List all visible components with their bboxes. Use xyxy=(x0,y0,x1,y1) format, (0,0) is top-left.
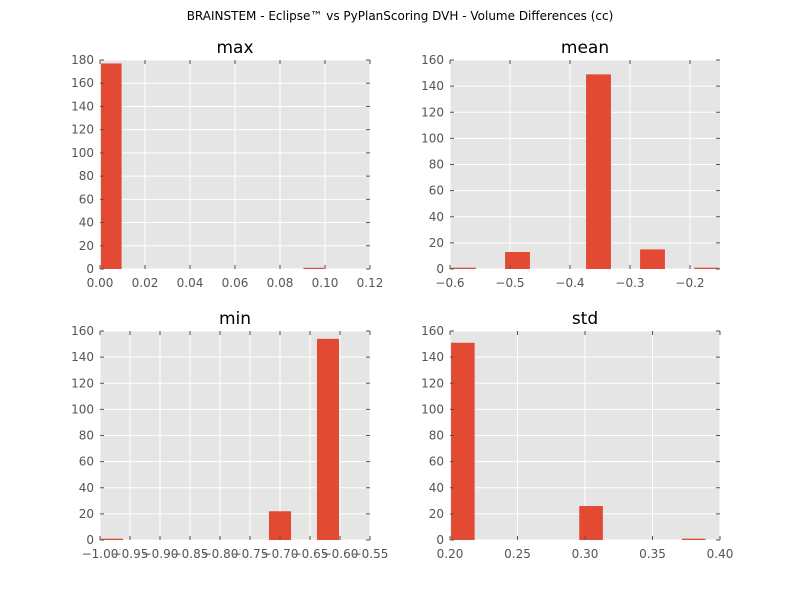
x-tick-label: −0.4 xyxy=(555,276,584,290)
histogram-bar xyxy=(579,506,603,540)
x-tick-label: −0.70 xyxy=(262,547,299,561)
histogram-bar xyxy=(694,267,719,269)
y-tick-label: 80 xyxy=(79,429,94,443)
histogram-bar xyxy=(681,538,706,540)
y-tick-label: 140 xyxy=(71,350,94,364)
x-tick-label: −0.60 xyxy=(322,547,359,561)
histogram-bar xyxy=(316,338,340,540)
y-tick-label: 180 xyxy=(71,53,94,67)
y-tick-label: 0 xyxy=(86,533,94,547)
panel-max: 0.00 0.02 0.04 0.06 0.08 0.10 0.12 0 20 40 60 80 100… xyxy=(71,38,383,290)
y-tick-label: 100 xyxy=(421,402,444,416)
y-tick-label: 100 xyxy=(421,131,444,145)
y-tick-label: 20 xyxy=(79,507,94,521)
y-tick-label: 80 xyxy=(79,169,94,183)
x-tick-label: 0.00 xyxy=(87,276,114,290)
histogram-bar xyxy=(640,249,665,269)
histogram-bar xyxy=(586,74,611,270)
panel-title: std xyxy=(572,309,598,329)
y-tick-label: 120 xyxy=(71,376,94,390)
x-tick-label: −0.55 xyxy=(352,547,389,561)
panel-min: −1.00−0.95−0.90−0.85−0.80−0.75−0.70−0.65… xyxy=(71,309,388,561)
x-tick-label: −0.75 xyxy=(232,547,269,561)
y-tick-label: 140 xyxy=(71,99,94,113)
x-tick-label: −0.95 xyxy=(112,547,149,561)
y-tick-label: 160 xyxy=(421,53,444,67)
x-tick-label: 0.40 xyxy=(707,547,734,561)
y-tick-label: 0 xyxy=(436,533,444,547)
x-tick-label: −0.2 xyxy=(675,276,704,290)
x-tick-label: −0.85 xyxy=(172,547,209,561)
figure-title: BRAINSTEM - Eclipse™ vs PyPlanScoring DV… xyxy=(186,9,614,23)
y-tick-label: 0 xyxy=(436,262,444,276)
y-tick-label: 20 xyxy=(79,239,94,253)
histogram-bar xyxy=(100,63,122,269)
x-tick-label: −0.65 xyxy=(292,547,329,561)
y-tick-label: 140 xyxy=(421,350,444,364)
x-tick-label: 0.35 xyxy=(639,547,666,561)
y-tick-label: 80 xyxy=(429,429,444,443)
x-tick-label: 0.04 xyxy=(177,276,204,290)
panel-title: min xyxy=(219,309,251,329)
x-tick-label: −0.6 xyxy=(435,276,464,290)
y-tick-label: 20 xyxy=(429,507,444,521)
panel-std: 0.20 0.25 0.30 0.35 0.40 0 20 40 60 80 100 120 140 16… xyxy=(421,309,733,561)
x-tick-label: 0.20 xyxy=(437,547,464,561)
y-tick-label: 160 xyxy=(71,76,94,90)
panel-title: mean xyxy=(561,38,609,58)
histogram-bar xyxy=(451,267,476,269)
x-tick-label: 0.12 xyxy=(357,276,384,290)
histogram-bar xyxy=(100,538,124,540)
y-tick-label: 20 xyxy=(429,236,444,250)
y-tick-label: 160 xyxy=(421,324,444,338)
y-tick-label: 60 xyxy=(79,192,94,206)
x-tick-label: 0.06 xyxy=(222,276,249,290)
y-tick-label: 100 xyxy=(71,402,94,416)
x-tick-label: −0.80 xyxy=(202,547,239,561)
x-tick-label: 0.10 xyxy=(312,276,339,290)
y-tick-label: 100 xyxy=(71,146,94,160)
y-tick-label: 120 xyxy=(421,376,444,390)
y-tick-label: 60 xyxy=(79,455,94,469)
y-tick-label: 40 xyxy=(429,210,444,224)
x-tick-label: 0.25 xyxy=(504,547,531,561)
y-tick-label: 140 xyxy=(421,79,444,93)
y-tick-label: 0 xyxy=(86,262,94,276)
x-tick-label: −0.90 xyxy=(142,547,179,561)
y-tick-label: 60 xyxy=(429,455,444,469)
y-tick-label: 40 xyxy=(79,481,94,495)
x-tick-label: 0.30 xyxy=(572,547,599,561)
panel-mean: −0.6 −0.5 −0.4 −0.3 −0.2 0 20 40 60 80 100 120 140 16… xyxy=(421,38,720,290)
histogram-bar xyxy=(451,342,475,540)
histogram-bar xyxy=(505,252,530,269)
panel-title: max xyxy=(216,38,253,58)
y-tick-label: 40 xyxy=(429,481,444,495)
x-tick-label: 0.08 xyxy=(267,276,294,290)
y-tick-label: 40 xyxy=(79,216,94,230)
y-tick-label: 120 xyxy=(421,105,444,119)
y-tick-label: 120 xyxy=(71,123,94,137)
x-tick-label: 0.02 xyxy=(132,276,159,290)
x-tick-label: −0.5 xyxy=(495,276,524,290)
histogram-bar xyxy=(268,511,292,540)
y-tick-label: 60 xyxy=(429,184,444,198)
x-tick-label: −0.3 xyxy=(615,276,644,290)
y-tick-label: 80 xyxy=(429,158,444,172)
y-tick-label: 160 xyxy=(71,324,94,338)
histogram-bar xyxy=(303,267,325,269)
x-tick-label: −1.00 xyxy=(82,547,119,561)
